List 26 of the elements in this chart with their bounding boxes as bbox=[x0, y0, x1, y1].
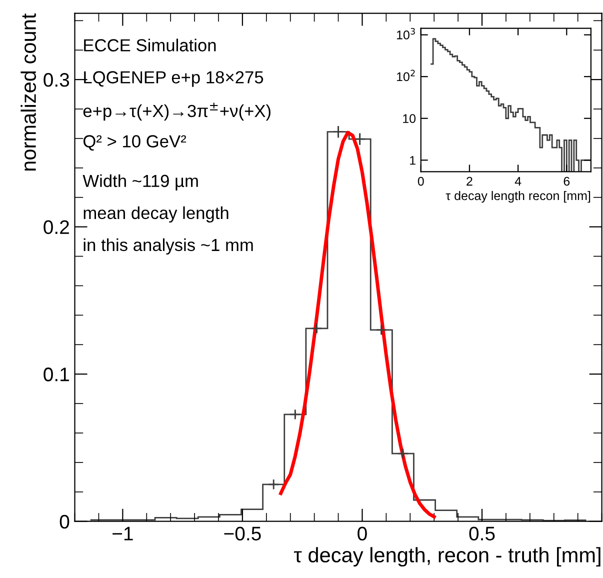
x-axis-title: τ decay length, recon - truth [mm] bbox=[294, 547, 600, 567]
x-tick-label: −0.5 bbox=[224, 526, 261, 540]
y-axis-title: normalized count bbox=[20, 13, 36, 171]
y-tick-label: 0.2 bbox=[44, 220, 69, 234]
y-tick-label: 0.3 bbox=[44, 73, 70, 87]
annotation: ECCE Simulation bbox=[84, 38, 216, 52]
x-tick-label: 6 bbox=[564, 176, 570, 186]
x-axis-title: τ decay length recon [mm] bbox=[446, 190, 590, 203]
y-tick-label: 1 bbox=[410, 156, 416, 165]
y-tick-label: 10$^{3}$ bbox=[396, 28, 415, 40]
y-tick-label: 0.1 bbox=[44, 368, 69, 382]
annotation: Width ~119 µm bbox=[82, 174, 198, 191]
y-tick-label: 0 bbox=[60, 514, 70, 529]
x-tick-label: 0 bbox=[358, 526, 367, 540]
x-tick-label: 2 bbox=[466, 176, 472, 186]
annotation: in this analysis ~1 mm bbox=[84, 238, 253, 255]
x-tick-label: 4 bbox=[514, 176, 522, 186]
x-tick-label: 0 bbox=[418, 176, 424, 186]
x-tick-label: −1 bbox=[112, 526, 133, 540]
y-tick-label: 10 bbox=[403, 114, 416, 124]
annotation: mean decay length bbox=[84, 206, 228, 223]
x-tick-label: 0.5 bbox=[469, 526, 495, 540]
y-tick-label: 10$^{2}$ bbox=[396, 70, 415, 82]
annotation: Q² > 10 GeV² bbox=[84, 135, 186, 151]
annotation: LQGENEP e+p 18×275 bbox=[84, 71, 264, 87]
annotation: e+p→τ(+X)→3π$^{±}$+ν(+X) bbox=[83, 102, 270, 121]
